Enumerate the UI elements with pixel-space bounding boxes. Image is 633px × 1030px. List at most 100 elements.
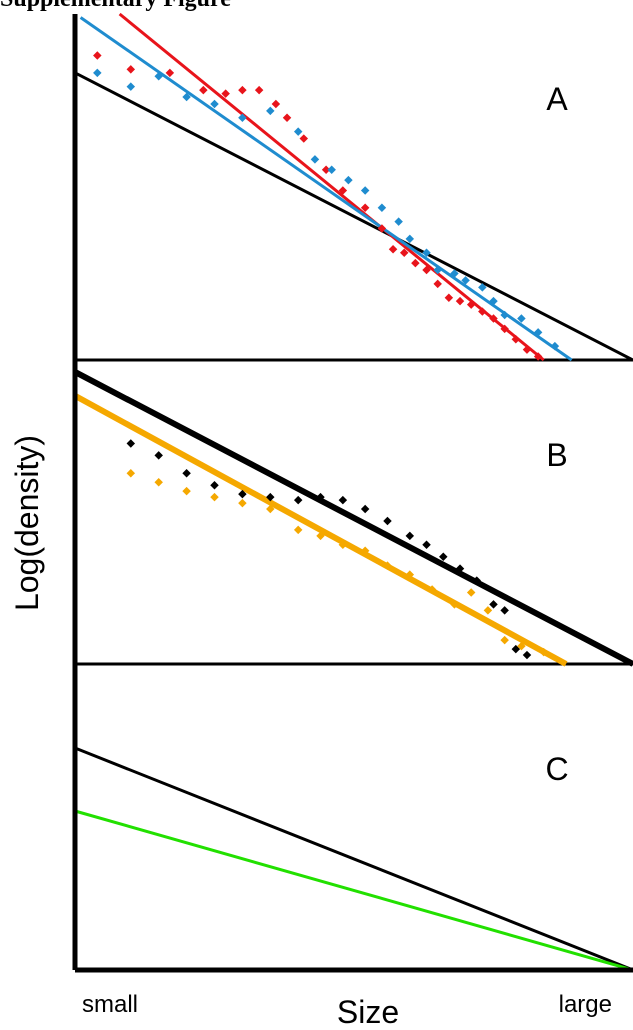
- data-point: [93, 68, 102, 78]
- data-point: [154, 72, 163, 81]
- data-point: [550, 341, 560, 351]
- data-point: [360, 504, 370, 514]
- data-point: [154, 477, 163, 487]
- data-point: [221, 89, 230, 98]
- data-point: [293, 495, 303, 505]
- data-point: [500, 635, 509, 645]
- data-point: [210, 492, 219, 502]
- data-point: [182, 92, 191, 102]
- panel-b: B: [73, 369, 633, 667]
- data-point: [338, 186, 348, 195]
- reference-line: [73, 369, 633, 667]
- data-point: [321, 165, 331, 174]
- data-point: [360, 546, 370, 556]
- data-point: [254, 85, 264, 95]
- data-point: [383, 561, 392, 570]
- fit-line-1: [73, 393, 568, 667]
- data-point: [533, 328, 543, 337]
- data-point: [433, 279, 442, 289]
- data-point: [165, 68, 175, 78]
- data-point: [282, 113, 292, 123]
- axes-layer: [72, 14, 633, 973]
- data-point: [489, 314, 498, 323]
- data-point: [293, 127, 303, 136]
- data-point: [126, 469, 136, 478]
- data-point: [310, 155, 320, 164]
- panel-label-a: A: [546, 81, 568, 117]
- data-point: [344, 175, 353, 185]
- data-point: [238, 85, 247, 95]
- data-point: [511, 334, 521, 344]
- panel-c: C: [74, 746, 633, 972]
- data-point: [238, 498, 247, 508]
- data-point: [489, 296, 498, 306]
- data-point: [422, 248, 431, 257]
- data-point: [439, 552, 448, 561]
- panel-label-b: B: [546, 437, 567, 473]
- data-point: [405, 234, 415, 244]
- data-point: [266, 492, 275, 502]
- data-point: [466, 300, 476, 309]
- data-point: [93, 51, 102, 60]
- data-point: [399, 248, 409, 257]
- data-point: [388, 245, 398, 254]
- data-point: [377, 203, 387, 213]
- data-point: [394, 217, 403, 226]
- data-point: [517, 314, 526, 323]
- data-point: [539, 647, 548, 657]
- data-point: [377, 224, 387, 233]
- data-point: [478, 307, 487, 316]
- fit-line-1: [118, 12, 545, 362]
- data-point: [126, 439, 136, 448]
- data-point: [444, 293, 454, 302]
- figure-heading: Supplementary Figure: [0, 0, 633, 16]
- data-point: [238, 489, 247, 499]
- data-point: [427, 585, 437, 594]
- data-point: [182, 486, 191, 496]
- fit-line-2: [79, 16, 573, 362]
- data-point: [327, 165, 336, 174]
- data-point: [405, 531, 415, 541]
- data-point: [238, 113, 247, 123]
- reference-line: [74, 71, 633, 362]
- data-point: [522, 650, 532, 660]
- data-point: [316, 492, 325, 502]
- data-point: [360, 203, 370, 213]
- data-point: [472, 576, 482, 585]
- data-point: [126, 82, 136, 91]
- data-point: [483, 606, 493, 615]
- data-point: [422, 540, 431, 550]
- data-point: [450, 600, 459, 609]
- data-point: [154, 451, 163, 460]
- x-tick-label-large: large: [559, 991, 612, 1018]
- data-point: [411, 258, 420, 268]
- data-point: [182, 469, 191, 478]
- panels-layer: A B C: [73, 12, 633, 972]
- data-point: [293, 525, 303, 535]
- reference-line: [74, 746, 633, 972]
- data-point: [199, 85, 208, 95]
- data-point: [511, 644, 521, 654]
- data-point: [466, 588, 476, 597]
- data-point: [210, 99, 219, 109]
- data-point: [266, 504, 275, 514]
- data-point: [126, 65, 136, 74]
- data-point: [338, 540, 348, 550]
- data-point: [360, 186, 370, 195]
- data-point: [533, 352, 543, 361]
- data-point: [338, 495, 348, 505]
- data-point: [455, 296, 465, 306]
- data-point: [500, 606, 509, 615]
- data-point: [266, 106, 275, 116]
- data-point: [517, 641, 526, 651]
- data-point: [461, 276, 470, 285]
- data-point: [450, 269, 459, 278]
- data-point: [422, 265, 431, 275]
- data-point: [455, 564, 465, 573]
- data-point: [489, 600, 498, 609]
- data-point: [210, 480, 219, 490]
- data-point: [522, 345, 532, 354]
- data-point: [316, 531, 325, 541]
- panel-label-c: C: [545, 751, 568, 787]
